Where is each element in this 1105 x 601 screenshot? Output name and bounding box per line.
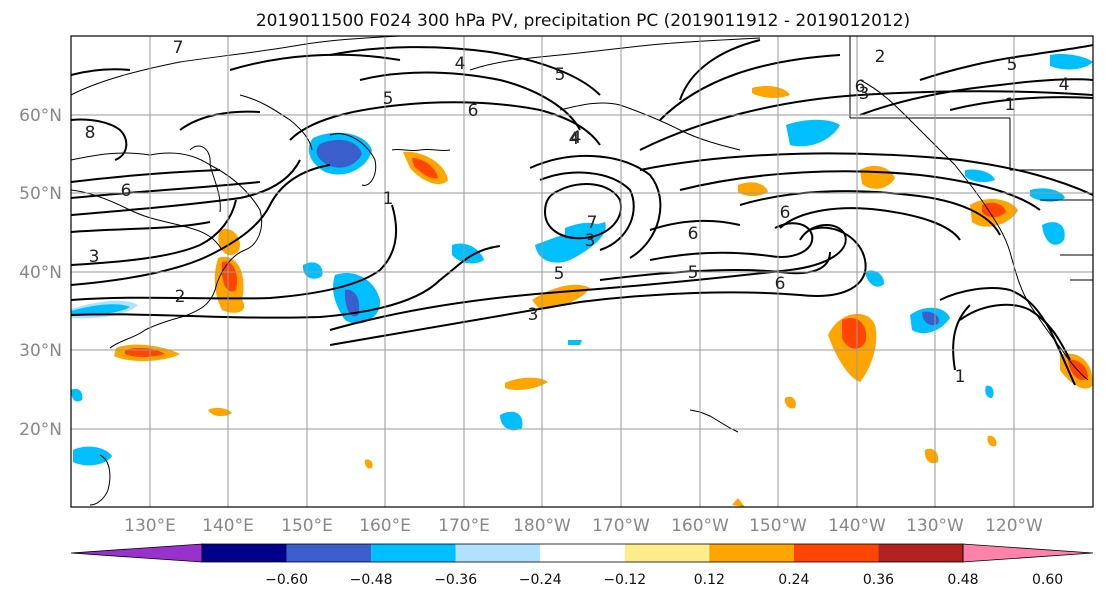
colorbar-tick-label: 0.12 xyxy=(694,572,725,588)
graticule xyxy=(71,36,1093,507)
contour-label: 6 xyxy=(121,181,132,201)
contour-label: 2 xyxy=(175,287,186,307)
colorbar-swatch xyxy=(286,544,372,562)
colorbar-tick-label: 0.36 xyxy=(863,572,894,588)
contour-label: 5 xyxy=(1007,55,1018,75)
contour-label: 6 xyxy=(780,203,791,223)
contour-label: 1 xyxy=(383,189,394,209)
contour-label: 7 xyxy=(587,213,598,233)
pv-contours xyxy=(71,39,1093,386)
contour-label: 5 xyxy=(555,65,566,85)
contour-label: 4 xyxy=(1059,75,1070,95)
colorbar-outline xyxy=(201,543,964,563)
colorbar-tick-label: −0.48 xyxy=(350,572,393,588)
contour-label: 5 xyxy=(554,264,565,284)
lon-label: 130°E xyxy=(124,516,176,536)
colorbar-tick-label: −0.60 xyxy=(265,572,308,588)
colorbar-tick-label: 0.48 xyxy=(947,572,978,588)
contour-label: 4 xyxy=(455,54,466,74)
colorbar-extend-low xyxy=(70,543,203,563)
figure-title: 2019011500 F024 300 hPa PV, precipitatio… xyxy=(256,11,910,31)
colorbar-swatch xyxy=(202,544,287,562)
contour-label: 3 xyxy=(528,305,539,325)
colorbar-tick-label: −0.36 xyxy=(434,572,477,588)
contour-label: 4 xyxy=(571,128,582,148)
colorbar-ticks: −0.60 −0.48 −0.36 −0.24 −0.12 0.12 0.24 0.36 0.4… xyxy=(265,572,1063,588)
lat-label: 60°N xyxy=(19,106,62,126)
contour-label: 6 xyxy=(775,274,786,294)
lon-label: 120°W xyxy=(985,516,1043,536)
contour-label: 5 xyxy=(688,263,699,283)
latitude-labels: 60°N 50°N 40°N 30°N 20°N xyxy=(19,106,62,440)
colorbar-extend-high xyxy=(962,543,1094,563)
lon-label: 160°W xyxy=(671,516,729,536)
lon-label: 150°E xyxy=(281,516,333,536)
precip-anomaly-shading xyxy=(71,53,1093,507)
colorbar-swatches xyxy=(70,543,1094,563)
colorbar-swatch xyxy=(455,544,541,562)
lat-label: 20°N xyxy=(19,420,62,440)
lon-label: 150°W xyxy=(749,516,807,536)
lat-label: 30°N xyxy=(19,341,62,361)
colorbar-swatch xyxy=(709,544,794,562)
contour-label: 5 xyxy=(383,89,394,109)
lon-label: 130°W xyxy=(906,516,964,536)
contour-label: 4 xyxy=(569,129,580,149)
colorbar-swatch xyxy=(793,544,879,562)
contour-label: 3 xyxy=(859,84,870,104)
contour-label: 3 xyxy=(585,231,596,251)
contour-label: 8 xyxy=(85,123,96,143)
lon-label: 170°W xyxy=(592,516,650,536)
lon-label: 160°E xyxy=(359,516,411,536)
contour-label: 3 xyxy=(89,247,100,267)
colorbar-tick-label: −0.24 xyxy=(519,572,562,588)
colorbar-tick-label: −0.12 xyxy=(603,572,646,588)
contour-label: 2 xyxy=(875,47,886,67)
colorbar: −0.60 −0.48 −0.36 −0.24 −0.12 0.12 0.24 0.36 0.4… xyxy=(70,543,1094,588)
longitude-labels: 130°E 140°E 150°E 160°E 170°E 180°W 170°… xyxy=(124,516,1043,536)
colorbar-tick-label: 0.60 xyxy=(1032,572,1063,588)
contour-label: 6 xyxy=(688,224,699,244)
colorbar-swatch xyxy=(878,544,963,562)
contour-label: 1 xyxy=(1005,95,1016,115)
lon-label: 140°W xyxy=(828,516,886,536)
contour-label: 6 xyxy=(468,101,479,121)
lat-label: 50°N xyxy=(19,184,62,204)
colorbar-tick-label: 0.24 xyxy=(778,572,809,588)
lon-label: 170°E xyxy=(438,516,490,536)
contour-label: 6 xyxy=(855,77,866,97)
map-panel: 7 8 6 5 5 4 3 2 1 1 6 7 5 4 3 3 6 5 6 6 xyxy=(70,35,1094,508)
colorbar-swatch xyxy=(540,544,625,562)
contour-label: 1 xyxy=(955,367,966,387)
contour-labels: 7 8 6 5 5 4 3 2 1 1 6 7 5 4 3 3 6 5 6 6 xyxy=(85,38,1070,387)
map-frame xyxy=(70,35,1094,508)
lat-label: 40°N xyxy=(19,263,62,283)
lon-label: 140°E xyxy=(202,516,254,536)
colorbar-swatch xyxy=(371,544,456,562)
lon-label: 180°W xyxy=(513,516,571,536)
colorbar-swatch xyxy=(624,544,710,562)
contour-label: 7 xyxy=(173,38,184,58)
